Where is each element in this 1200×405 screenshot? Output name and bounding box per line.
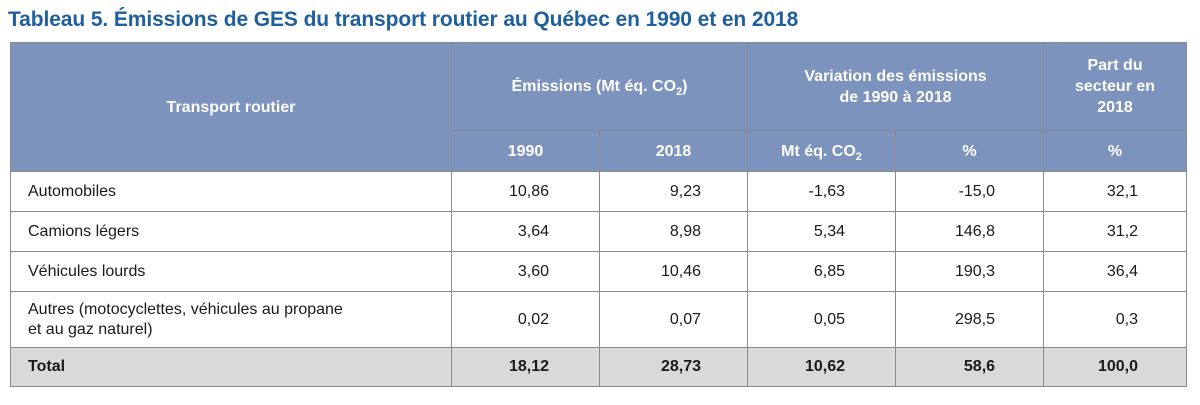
cell-emissions-2018: 0,07: [598, 291, 749, 348]
header-variation-pct: %: [895, 130, 1045, 172]
cell-variation-mt: -1,63: [747, 171, 897, 212]
table-row: Autres (motocyclettes, véhicules au prop…: [10, 291, 1188, 348]
cell-emissions-1990: 0,02: [451, 291, 600, 348]
cell-variation-mt: 0,05: [747, 291, 897, 348]
cell-emissions-1990: 3,64: [451, 211, 600, 252]
row-label: Véhicules lourds: [10, 251, 452, 292]
header-part-pct: %: [1043, 130, 1188, 172]
cell-part: 36,4: [1043, 251, 1188, 292]
total-label: Total: [10, 347, 452, 387]
table-row: Camions légers 3,64 8,98 5,34 146,8 31,2: [10, 211, 1188, 252]
table-row: Véhicules lourds 3,60 10,46 6,85 190,3 3…: [10, 251, 1188, 292]
header-mt-eq-co2: Mt éq. CO2: [747, 130, 897, 172]
cell-emissions-1990: 10,86: [451, 171, 600, 212]
header-1990: 1990: [451, 130, 600, 172]
total-row: Total 18,12 28,73 10,62 58,6 100,0: [10, 347, 1188, 387]
emissions-table: Transport routier Émissions (Mt éq. CO2)…: [10, 42, 1188, 387]
cell-variation-pct: 298,5: [895, 291, 1045, 348]
header-2018: 2018: [598, 130, 749, 172]
header-part-secteur: Part du secteur en 2018: [1043, 42, 1188, 131]
header-row-2: 1990 2018 Mt éq. CO2 % %: [11, 130, 1188, 172]
header-row-1: Transport routier Émissions (Mt éq. CO2)…: [10, 42, 1188, 172]
row-label: Camions légers: [10, 211, 452, 252]
cell-part: 31,2: [1043, 211, 1188, 252]
cell-part: 0,3: [1043, 291, 1188, 348]
table-row: Automobiles 10,86 9,23 -1,63 -15,0 32,1: [10, 171, 1188, 212]
total-emissions-1990: 18,12: [451, 347, 600, 387]
total-part: 100,0: [1043, 347, 1188, 387]
cell-variation-pct: 190,3: [895, 251, 1045, 292]
cell-variation-mt: 5,34: [747, 211, 897, 252]
cell-emissions-2018: 9,23: [598, 171, 749, 212]
table-title: Tableau 5. Émissions de GES du transport…: [8, 8, 799, 31]
cell-variation-pct: -15,0: [895, 171, 1045, 212]
cell-emissions-1990: 3,60: [451, 251, 600, 292]
cell-variation-mt: 6,85: [747, 251, 897, 292]
header-variation: Variation des émissions de 1990 à 2018: [747, 42, 1045, 131]
cell-emissions-2018: 8,98: [598, 211, 749, 252]
total-variation-mt: 10,62: [747, 347, 897, 387]
cell-part: 32,1: [1043, 171, 1188, 212]
header-transport: Transport routier: [10, 42, 452, 172]
header-emissions: Émissions (Mt éq. CO2): [450, 42, 749, 131]
total-variation-pct: 58,6: [895, 347, 1045, 387]
total-emissions-2018: 28,73: [598, 347, 749, 387]
cell-variation-pct: 146,8: [895, 211, 1045, 252]
row-label: Automobiles: [10, 171, 452, 212]
cell-emissions-2018: 10,46: [598, 251, 749, 292]
row-label: Autres (motocyclettes, véhicules au prop…: [10, 291, 452, 348]
